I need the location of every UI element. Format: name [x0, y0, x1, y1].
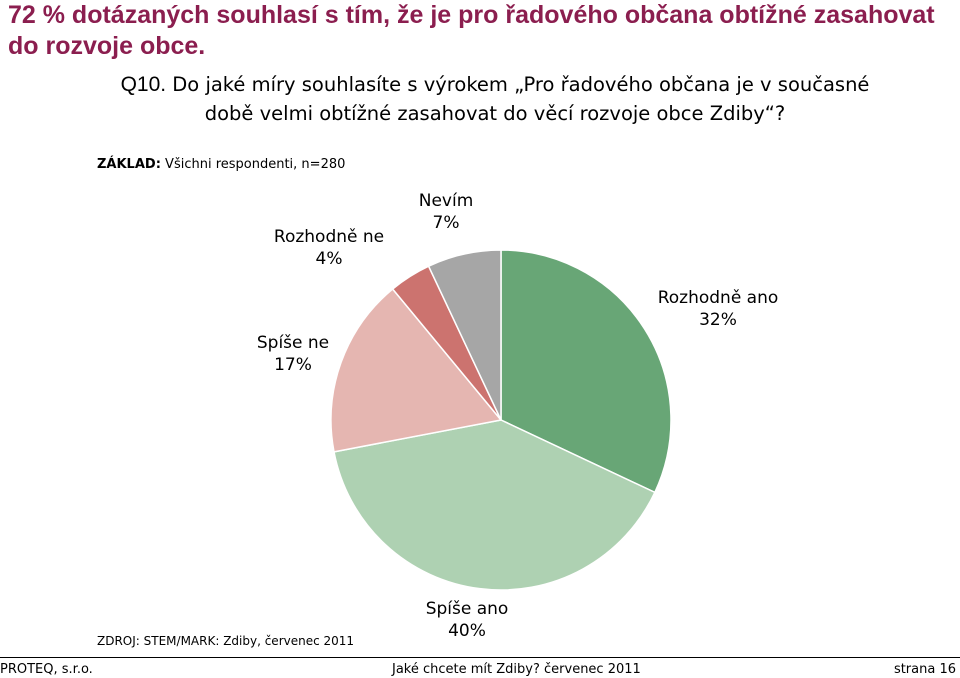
base-note: ZÁKLAD: Všichni respondenti, n=280	[97, 157, 345, 172]
base-label: ZÁKLAD:	[97, 157, 161, 172]
footer-company: PROTEQ, s.r.o.	[0, 662, 93, 677]
slice-name: Nevím	[418, 191, 474, 211]
footer-page: strana 16	[893, 662, 956, 677]
slice-name: Rozhodně ne	[273, 227, 385, 247]
headline: 72 % dotázaných souhlasí s tím, že je pr…	[8, 1, 935, 60]
slice-name: Spíše ano	[425, 599, 509, 619]
question-text: Do jaké míry souhlasíte s výrokem „Pro ř…	[172, 73, 870, 125]
slice-percent: 32%	[699, 310, 737, 330]
source-note: ZDROJ: STEM/MARK: Zdiby, červenec 2011	[97, 634, 355, 648]
question-number: Q10.	[120, 73, 167, 96]
slice-name: Spíše ne	[256, 333, 330, 353]
footer-divider	[0, 657, 960, 658]
slice-percent: 4%	[315, 249, 343, 269]
footer-title: Jaké chcete mít Zdiby? červenec 2011	[392, 662, 641, 677]
slice-percent: 40%	[448, 621, 486, 641]
slice-label-3: Spíše ne 17%	[257, 332, 329, 376]
pie-slice-3	[330, 287, 503, 453]
question: Q10. Do jaké míry souhlasíte s výrokem „…	[100, 70, 890, 128]
pie-slice-1	[500, 249, 672, 494]
slice-label-1: Rozhodně ano 32%	[658, 287, 779, 331]
pie-slice-2	[333, 419, 656, 591]
pie-slice-5	[427, 249, 502, 421]
slice-label-5: Nevím 7%	[419, 190, 474, 234]
slice-percent: 17%	[274, 355, 312, 375]
slice-percent: 7%	[432, 213, 460, 233]
slice-label-2: Spíše ano 40%	[426, 598, 509, 642]
base-text: Všichni respondenti, n=280	[165, 157, 346, 172]
slice-label-4: Rozhodně ne 4%	[274, 226, 384, 270]
slice-name: Rozhodně ano	[657, 288, 779, 308]
